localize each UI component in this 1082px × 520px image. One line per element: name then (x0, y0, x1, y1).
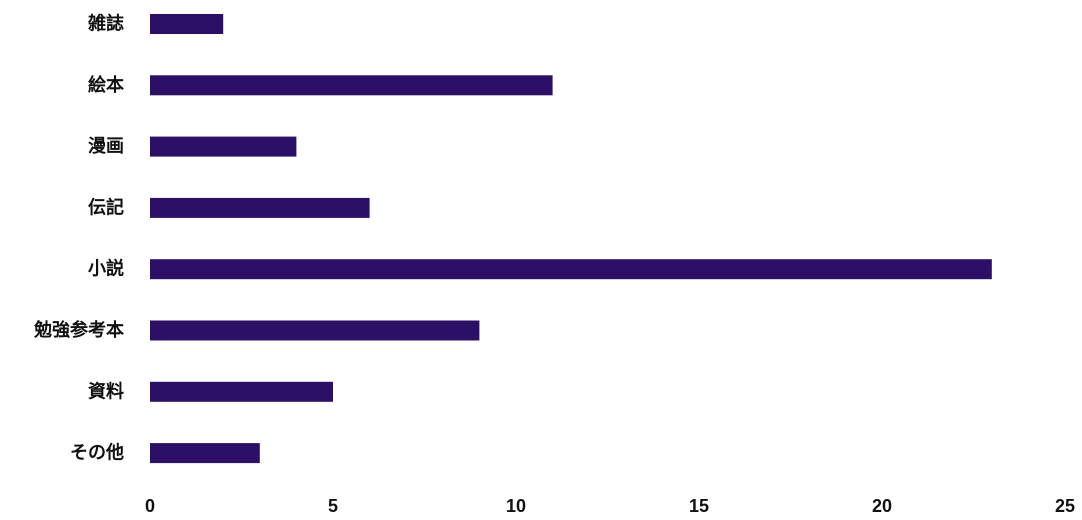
x-tick-label: 15 (689, 496, 709, 516)
x-tick-label: 10 (506, 496, 526, 516)
bar-7 (150, 443, 260, 464)
category-label: 絵本 (88, 74, 124, 96)
bar-1 (150, 75, 553, 96)
category-label: 伝記 (88, 196, 124, 218)
category-label: 雑誌 (87, 13, 124, 35)
bar-5 (150, 320, 480, 341)
bar-6 (150, 381, 333, 402)
x-tick-label: 25 (1055, 496, 1075, 516)
x-tick-label: 20 (872, 496, 892, 516)
category-label: 勉強参考本 (33, 319, 124, 341)
bars-group (150, 14, 992, 464)
category-label: 資料 (88, 380, 124, 402)
bar-0 (150, 14, 224, 34)
bar-2 (150, 136, 297, 157)
bar-3 (150, 197, 370, 218)
category-label: その他 (70, 442, 124, 464)
x-axis-tick-labels: 0 5 10 15 20 25 (145, 496, 1075, 516)
category-label: 小説 (88, 258, 124, 280)
x-tick-label: 5 (328, 496, 338, 516)
x-tick-label: 0 (145, 496, 155, 516)
bar-4 (150, 259, 992, 280)
category-label: 漫画 (88, 136, 124, 157)
